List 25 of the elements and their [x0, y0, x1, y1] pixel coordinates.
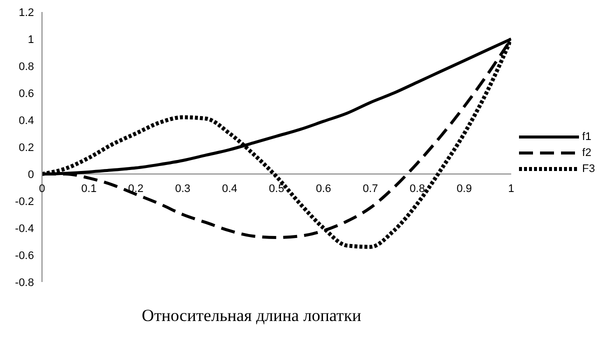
- text: F3: [582, 163, 595, 175]
- x-tick-label: 0.6: [316, 183, 332, 195]
- x-tick-label: 0.4: [222, 183, 238, 195]
- text: f1: [582, 131, 592, 143]
- y-tick-label: -0.8: [15, 276, 34, 289]
- x-tick-label: 0.7: [362, 183, 378, 195]
- x-tick-label: 1: [508, 183, 514, 195]
- x-tick-label: 0.9: [456, 183, 472, 195]
- y-tick-label: 1: [28, 34, 34, 46]
- y-tick-label: 0.8: [18, 60, 34, 73]
- x-axis-title: Относительная длина лопатки: [140, 306, 362, 326]
- x-tick-label: 0.3: [175, 183, 190, 195]
- y-tick-label: 0.2: [18, 142, 34, 154]
- y-tick-label: 1.2: [18, 6, 34, 19]
- y-tick-label: -0.6: [15, 250, 34, 262]
- x-tick-label: 0: [38, 183, 46, 195]
- y-tick-label: 0.4: [18, 114, 34, 127]
- y-tick-label: -0.4: [15, 222, 34, 235]
- text: f2: [582, 147, 592, 159]
- x-tick-label: 0.5: [268, 183, 284, 195]
- y-tick-label: 0: [28, 168, 34, 181]
- x-tick-label: 0.8: [410, 183, 425, 195]
- y-tick-label: 0.6: [18, 88, 34, 100]
- x-tick-label: 0.1: [81, 183, 97, 195]
- y-tick-label: -0.2: [15, 196, 34, 208]
